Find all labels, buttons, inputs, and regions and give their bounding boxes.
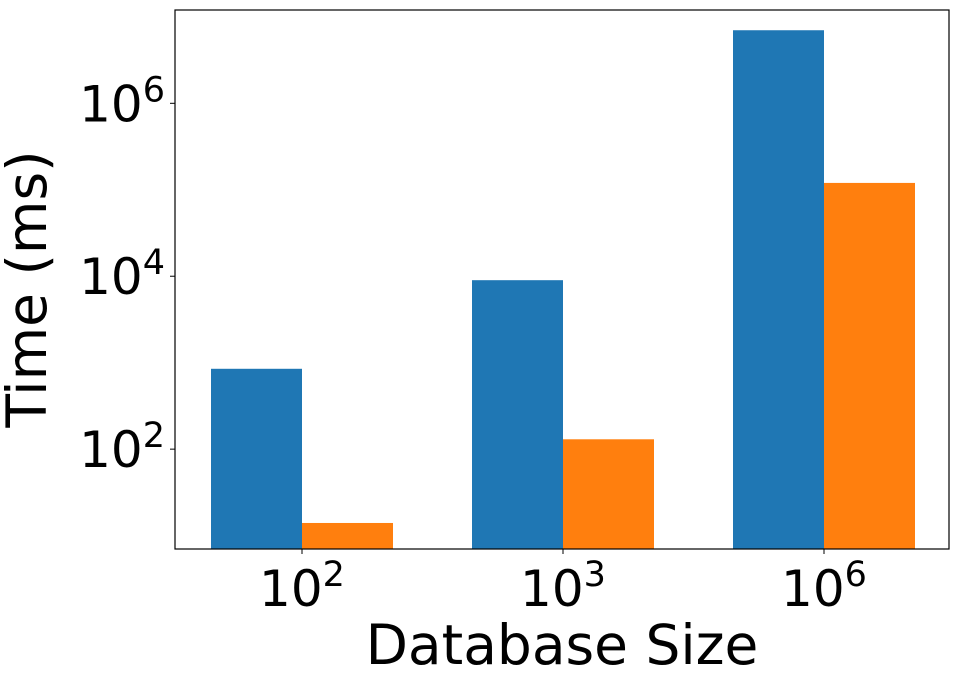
y-tick-label-1: 102 [79, 416, 165, 479]
bar-series-1-cat-1 [211, 368, 302, 549]
bars-group [211, 30, 915, 549]
x-tick-label-3: 106 [781, 555, 867, 618]
bar-series-2-cat-1 [302, 522, 393, 549]
y-tick-label-3: 106 [79, 70, 165, 133]
bar-series-2-cat-3 [824, 182, 915, 549]
bar-series-1-cat-2 [472, 280, 563, 549]
y-axis-ticks: 102 104 106 [79, 70, 175, 479]
bar-series-2-cat-2 [563, 439, 654, 549]
bar-series-1-cat-3 [733, 30, 824, 549]
x-axis-label: Database Size [366, 613, 759, 677]
y-tick-label-2: 104 [79, 243, 165, 306]
x-tick-label-2: 103 [520, 555, 606, 618]
x-tick-label-1: 102 [259, 555, 345, 618]
y-axis-label: Time (ms) [0, 150, 59, 428]
plot-frame [174, 9, 950, 550]
x-axis-ticks: 102 103 106 [259, 549, 867, 618]
